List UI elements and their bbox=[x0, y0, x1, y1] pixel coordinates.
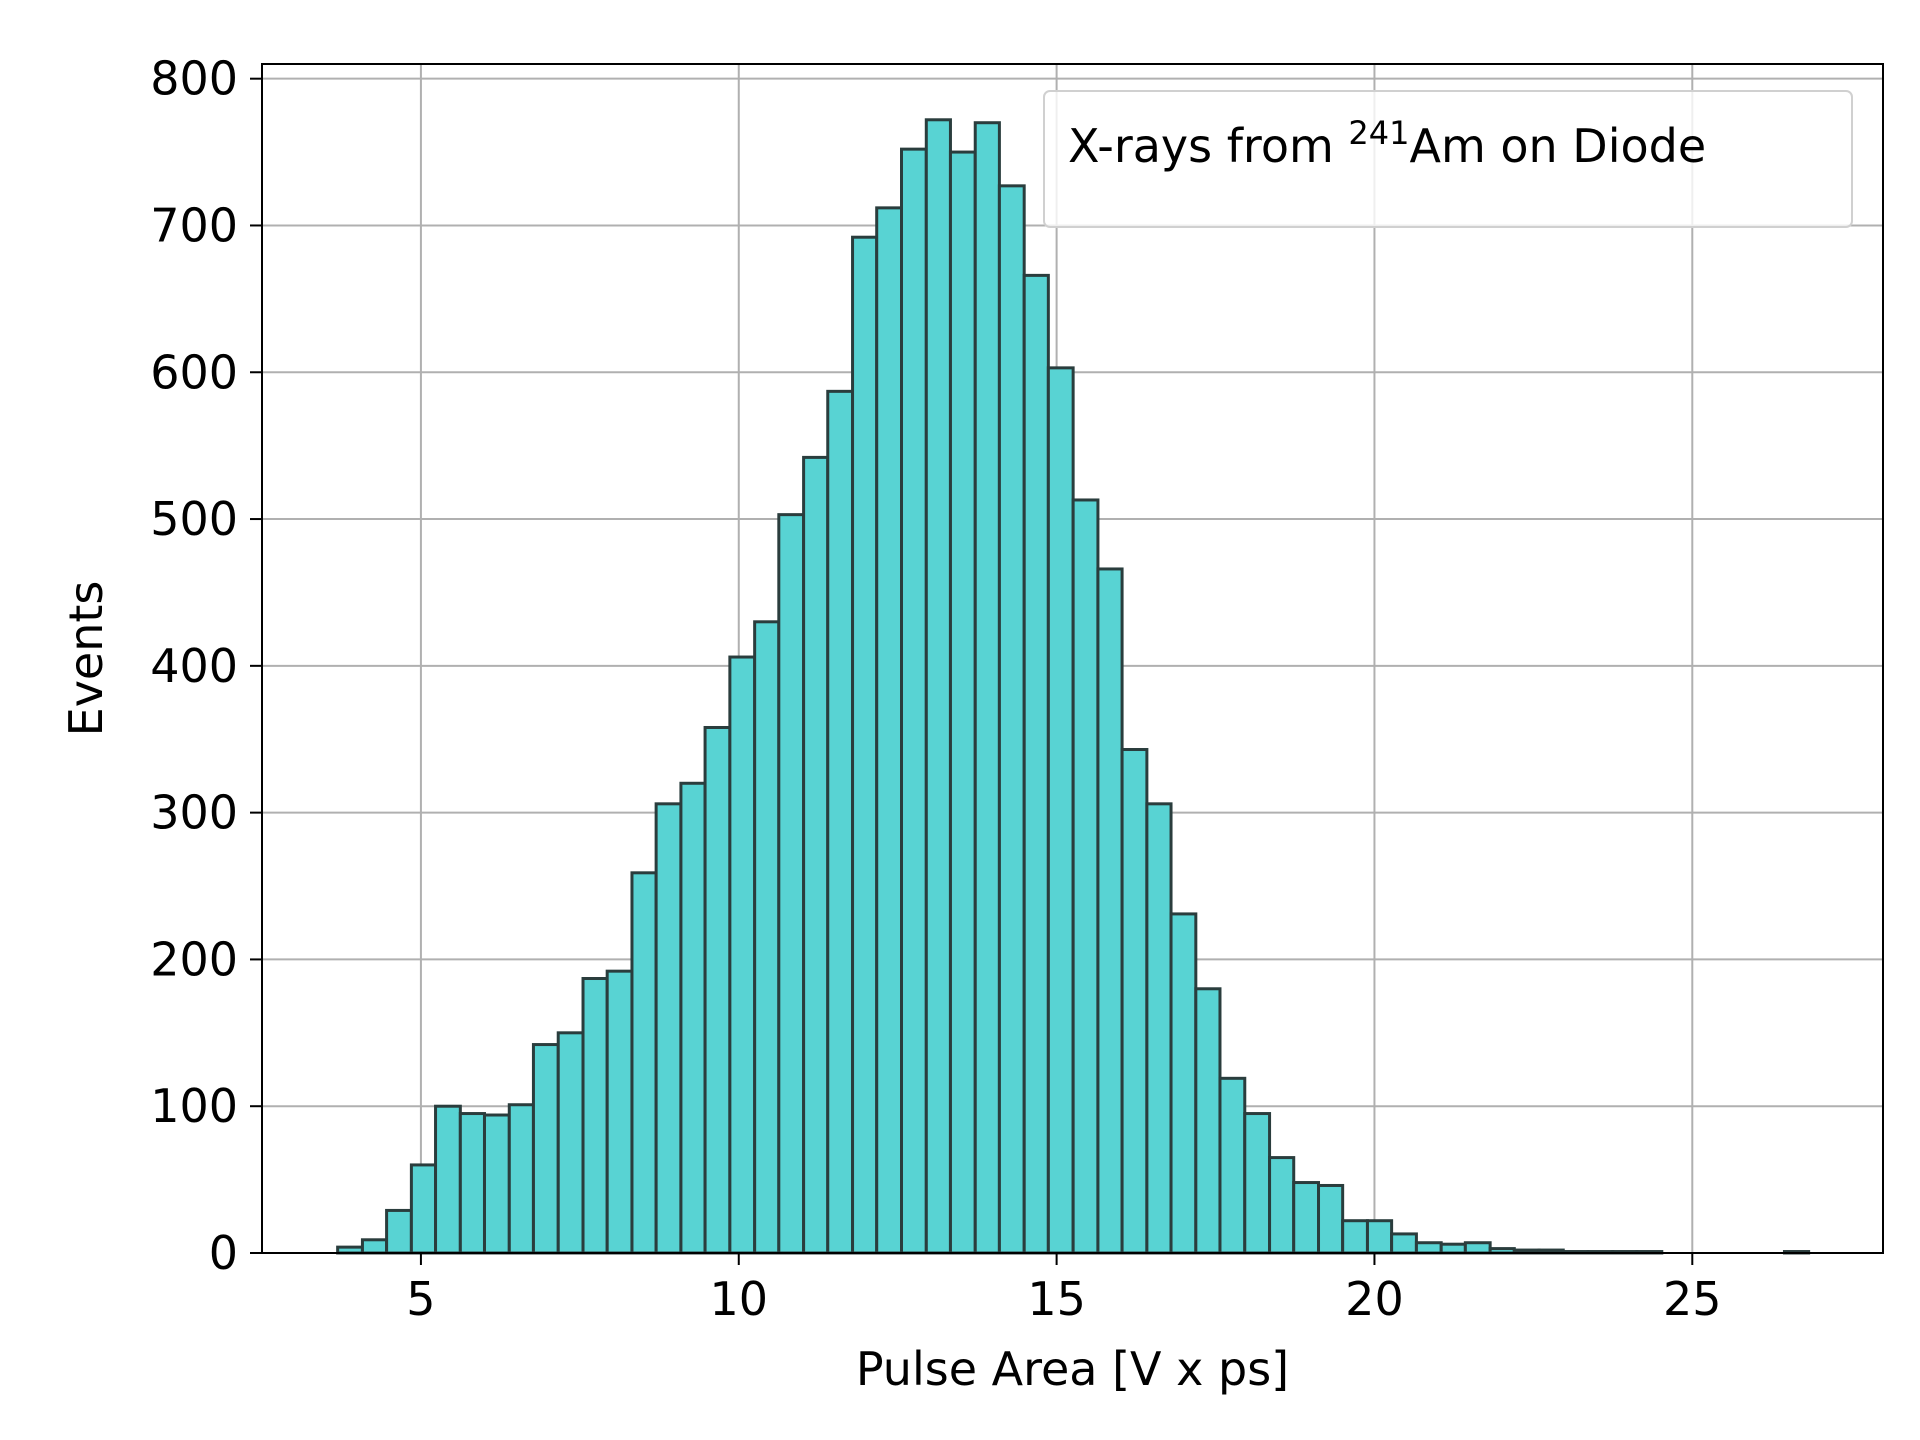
histogram-bar bbox=[679, 781, 707, 1255]
y-tick-label: 200 bbox=[150, 932, 238, 986]
x-tick-label: 25 bbox=[1663, 1272, 1722, 1326]
axis-ticks: 5 10 15 20 25 0 100 200 300 400 500 600 700 800 bbox=[150, 52, 1721, 1326]
histogram-bar bbox=[409, 1163, 438, 1255]
histogram-bar bbox=[605, 969, 634, 1255]
legend-label-suffix: Am on Diode bbox=[1409, 119, 1706, 173]
histogram-bar bbox=[531, 1043, 560, 1255]
histogram-bar bbox=[753, 620, 781, 1255]
histogram-bar bbox=[973, 121, 1001, 1255]
y-tick-label: 700 bbox=[150, 198, 238, 252]
legend-label-superscript: 241 bbox=[1348, 114, 1409, 152]
histogram-bar bbox=[1194, 987, 1222, 1255]
histogram-bar bbox=[997, 184, 1026, 1255]
histogram-bar bbox=[1071, 498, 1100, 1255]
histogram-bar bbox=[1218, 1076, 1247, 1255]
histogram-bar bbox=[1096, 567, 1124, 1255]
histogram-bar bbox=[1341, 1219, 1369, 1255]
x-axis-label: Pulse Area [V x ps] bbox=[856, 1342, 1289, 1396]
histogram-bars bbox=[336, 118, 1811, 1255]
histogram-bar bbox=[802, 455, 830, 1255]
histogram-bar bbox=[654, 802, 683, 1255]
histogram-bar bbox=[1120, 748, 1149, 1255]
histogram-bar bbox=[703, 725, 732, 1255]
x-tick-label: 10 bbox=[709, 1272, 768, 1326]
histogram-bar bbox=[1317, 1183, 1345, 1255]
y-tick-label: 600 bbox=[150, 345, 238, 399]
y-tick-label: 800 bbox=[150, 52, 238, 106]
histogram-bar bbox=[1439, 1242, 1467, 1255]
histogram-bar bbox=[1414, 1241, 1443, 1255]
histogram-bar bbox=[458, 1112, 486, 1255]
histogram-bar bbox=[728, 655, 757, 1255]
histogram-bar bbox=[581, 977, 609, 1255]
histogram-bar bbox=[777, 513, 806, 1255]
y-tick-label: 400 bbox=[150, 639, 238, 693]
histogram-bar bbox=[1463, 1241, 1492, 1255]
x-tick-label: 20 bbox=[1345, 1272, 1404, 1326]
histogram-bar bbox=[482, 1113, 511, 1255]
histogram-bar bbox=[1169, 912, 1198, 1255]
histogram-bar bbox=[434, 1104, 462, 1255]
histogram-bar bbox=[826, 389, 855, 1255]
x-tick-label: 5 bbox=[406, 1272, 435, 1326]
histogram-bar bbox=[924, 118, 952, 1255]
legend: X-rays from 241Am on Diode bbox=[1043, 90, 1853, 228]
histogram-bar bbox=[875, 206, 904, 1255]
x-tick-label: 15 bbox=[1027, 1272, 1086, 1326]
y-axis-label: Events bbox=[59, 581, 113, 737]
legend-label-prefix: X-rays from bbox=[1068, 119, 1348, 173]
histogram-bar bbox=[1268, 1156, 1296, 1255]
y-tick-label: 300 bbox=[150, 786, 238, 840]
histogram-bar bbox=[507, 1103, 535, 1255]
histogram-bar bbox=[1243, 1112, 1272, 1255]
histogram-bar bbox=[1365, 1219, 1394, 1255]
y-tick-label: 500 bbox=[150, 492, 238, 546]
histogram-bar bbox=[385, 1208, 413, 1255]
histogram-bar bbox=[630, 871, 658, 1255]
histogram-bar bbox=[1390, 1232, 1418, 1255]
histogram-bar bbox=[851, 235, 879, 1255]
legend-label: X-rays from 241Am on Diode bbox=[1068, 114, 1706, 173]
y-tick-label: 100 bbox=[150, 1079, 238, 1133]
histogram-bar bbox=[900, 147, 928, 1255]
histogram-bar bbox=[1292, 1181, 1321, 1255]
histogram-bar bbox=[948, 150, 977, 1255]
y-tick-label: 0 bbox=[209, 1226, 238, 1280]
axes-frame bbox=[261, 63, 1884, 1254]
histogram-bar bbox=[556, 1031, 585, 1255]
histogram-bar bbox=[1145, 802, 1173, 1255]
legend-box bbox=[1043, 90, 1853, 228]
histogram-bar bbox=[1022, 273, 1050, 1255]
histogram-bar bbox=[360, 1238, 389, 1255]
histogram-bar bbox=[1046, 366, 1075, 1255]
